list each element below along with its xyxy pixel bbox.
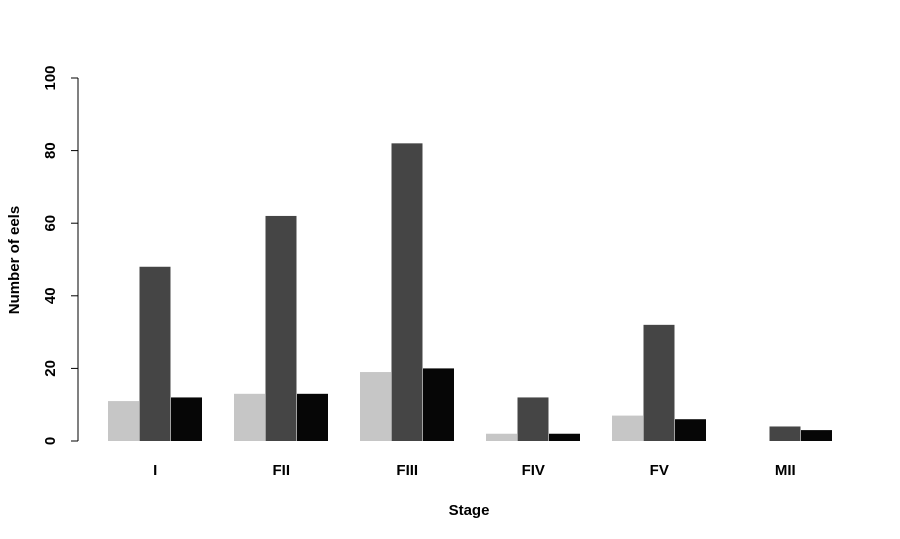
bar-FII-series-1 <box>234 393 265 441</box>
y-tick-label: 80 <box>42 142 59 159</box>
x-axis-title: Stage <box>449 502 490 519</box>
bar-FIII-series-3 <box>423 368 454 441</box>
bar-MII-series-3 <box>801 430 832 441</box>
bar-FII-series-3 <box>297 393 328 441</box>
x-tick-label: FIII <box>396 462 418 479</box>
y-tick-label: 0 <box>42 437 59 445</box>
bar-FIV-series-3 <box>549 433 580 441</box>
x-axis-category-labels: I FII FIII FIV FV MII <box>153 462 796 479</box>
x-tick-label: FII <box>273 462 291 479</box>
bar-I-series-1 <box>108 401 139 441</box>
y-tick-label: 60 <box>42 215 59 232</box>
y-tick-label: 40 <box>42 287 59 304</box>
bar-MII-series-2 <box>769 426 801 441</box>
bar-FV-series-2 <box>643 324 675 441</box>
y-axis-ticks: 0 20 40 60 80 100 <box>42 65 78 445</box>
bar-FIII-series-2 <box>391 143 423 441</box>
bar-FIV-series-2 <box>517 397 549 441</box>
y-tick-label: 20 <box>42 360 59 377</box>
y-tick-label: 100 <box>42 65 59 90</box>
bar-FIII-series-1 <box>360 372 391 441</box>
bar-FIV-series-1 <box>486 433 517 441</box>
y-axis-title: Number of eels <box>6 206 23 314</box>
bar-FV-series-3 <box>675 419 706 441</box>
bar-I-series-3 <box>171 397 202 441</box>
bars-group <box>108 143 832 441</box>
x-tick-label: I <box>153 462 157 479</box>
bar-FII-series-2 <box>265 215 297 441</box>
x-tick-label: FV <box>650 462 669 479</box>
bar-I-series-2 <box>139 266 171 441</box>
x-tick-label: MII <box>775 462 796 479</box>
x-tick-label: FIV <box>522 462 545 479</box>
bar-FV-series-1 <box>612 415 643 441</box>
